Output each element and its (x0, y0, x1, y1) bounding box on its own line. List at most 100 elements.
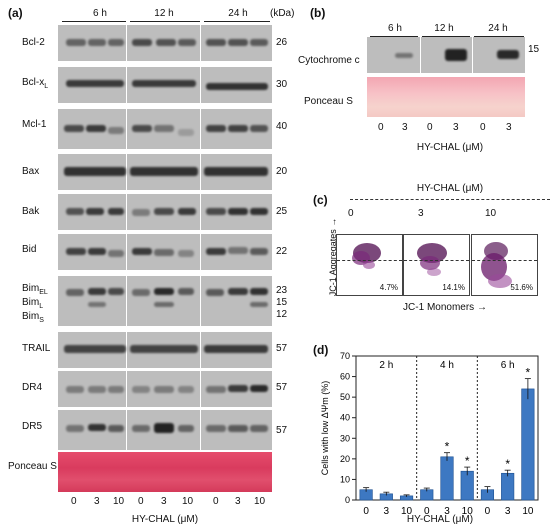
y-tick-label: 0 (345, 495, 350, 505)
significance-star: * (505, 457, 510, 471)
dose-b-3: 0 (427, 122, 433, 133)
blot-label-bax: Bax (22, 166, 40, 177)
panel-a-time-24h: 24 h (228, 8, 248, 19)
panel-c-label: (c) (313, 193, 328, 207)
panel-b-time-6h: 6 h (388, 23, 402, 34)
dose-a-1: 0 (71, 496, 77, 507)
panel-b-underline-6h (370, 36, 418, 37)
panel-b-time-24h: 24 h (488, 23, 508, 34)
y-tick-label: 30 (340, 433, 350, 443)
panel-b-time-12h: 12 h (434, 23, 454, 34)
blot-strip-bid (58, 234, 272, 270)
x-tick-label: 10 (522, 506, 534, 517)
blot-label-mcl1: Mcl-1 (22, 119, 47, 130)
kda-bid: 22 (276, 246, 288, 257)
blot-label-bim-el: BimEL (22, 283, 48, 296)
panel-a-ponceau-label: Ponceau S (8, 461, 57, 472)
dose-a-9: 10 (254, 496, 266, 507)
x-tick-label: 3 (505, 506, 511, 517)
flow-pct-10: 51.6% (510, 283, 533, 292)
blot-strip-dr5 (58, 410, 272, 450)
blot-strip-dr4 (58, 371, 272, 407)
kda-bax: 20 (276, 166, 288, 177)
blot-label-bid: Bid (22, 244, 37, 255)
panel-b-underline-24h (474, 36, 524, 37)
group-label: 4 h (440, 360, 454, 371)
blot-strip-trail (58, 332, 272, 368)
x-tick-label: 0 (485, 506, 491, 517)
blot-label-bclxl: Bcl-xL (22, 77, 49, 90)
panel-a-label: (a) (8, 6, 23, 20)
significance-star: * (465, 454, 470, 468)
kda-dr4: 57 (276, 382, 288, 393)
flow-plot-0: 4.7% (336, 234, 403, 296)
kda-bak: 25 (276, 206, 288, 217)
blot-label-dr4: DR4 (22, 382, 43, 393)
blot-label-bak: Bak (22, 206, 40, 217)
dose-b-1: 0 (378, 122, 384, 133)
significance-star: * (526, 366, 531, 380)
blot-strip-bcl2 (58, 25, 272, 61)
group-label: 2 h (379, 360, 393, 371)
cytochrome-c-text: Cytochrome c (298, 55, 360, 66)
blot-strip-bak (58, 194, 272, 230)
panel-c-dose-3: 3 (418, 208, 424, 219)
panel-c-dashed-header-line (350, 199, 550, 200)
panel-c-xlabel: JC-1 Monomers → (403, 302, 487, 313)
bar (460, 470, 474, 501)
panel-a-time-6h: 6 h (93, 8, 107, 19)
blot-strip-cytochrome-c (367, 37, 525, 73)
chart-grid-dividers (416, 356, 478, 500)
flow-plot-3: 14.1% (403, 234, 470, 296)
kda-bim: 23 15 12 (276, 285, 288, 320)
y-tick-label: 50 (340, 392, 350, 402)
panel-d-label: (d) (313, 343, 329, 357)
flow-pct-3: 14.1% (442, 283, 465, 292)
panel-a-doses: 0 3 10 0 3 10 0 3 10 (58, 496, 272, 508)
chart-bars (359, 378, 535, 501)
kda-bclxl: 30 (276, 79, 288, 90)
blot-label-trail: TRAIL (22, 343, 51, 354)
dose-a-3: 10 (113, 496, 125, 507)
panel-b-underline-12h (422, 36, 470, 37)
kda-mcl1: 40 (276, 121, 288, 132)
panel-b-label: (b) (310, 6, 326, 20)
group-label: 6 h (501, 360, 515, 371)
kda-dr5: 57 (276, 425, 288, 436)
significance-star: * (445, 440, 450, 454)
dose-b-6: 3 (506, 122, 512, 133)
blot-label-bim-l: BimL (22, 297, 44, 310)
flow-plot-10: 51.6% (471, 234, 538, 296)
blot-strip-bclxl (58, 67, 272, 103)
panel-c-dose-0: 0 (348, 208, 354, 219)
x-tick-label: 10 (462, 506, 474, 517)
panel-a-xaxis-label: HY-CHAL (μM) (131, 514, 199, 525)
y-axis-label: Cells with low ΔΨm (%) (320, 381, 330, 476)
blot-label-bim-s: BimS (22, 311, 44, 324)
panel-b-doses: 0 3 0 3 0 3 (367, 122, 525, 134)
ponceau-strip-b (367, 77, 525, 117)
y-tick-label: 10 (340, 474, 350, 484)
panel-c-header: HY-CHAL (μM) (416, 183, 484, 194)
time-underline-24h (204, 21, 270, 22)
kda-header: (kDa) (270, 8, 295, 19)
dose-a-6: 10 (182, 496, 194, 507)
blot-strip-mcl1 (58, 109, 272, 149)
flow-pct-0: 4.7% (379, 283, 398, 292)
x-tick-label: 0 (363, 506, 369, 517)
dose-a-8: 3 (235, 496, 241, 507)
bar (501, 472, 515, 501)
kda-bcl2: 26 (276, 37, 288, 48)
dose-a-5: 3 (161, 496, 167, 507)
dose-b-5: 0 (480, 122, 486, 133)
dose-a-2: 3 (94, 496, 100, 507)
panel-a-time-12h: 12 h (154, 8, 174, 19)
blot-strip-bim (58, 276, 272, 326)
dose-a-4: 0 (138, 496, 144, 507)
time-underline-6h (62, 21, 126, 22)
panel-b-ponceau-label: Ponceau S (304, 96, 353, 107)
x-tick-label: 10 (401, 506, 413, 517)
dose-b-2: 3 (402, 122, 408, 133)
